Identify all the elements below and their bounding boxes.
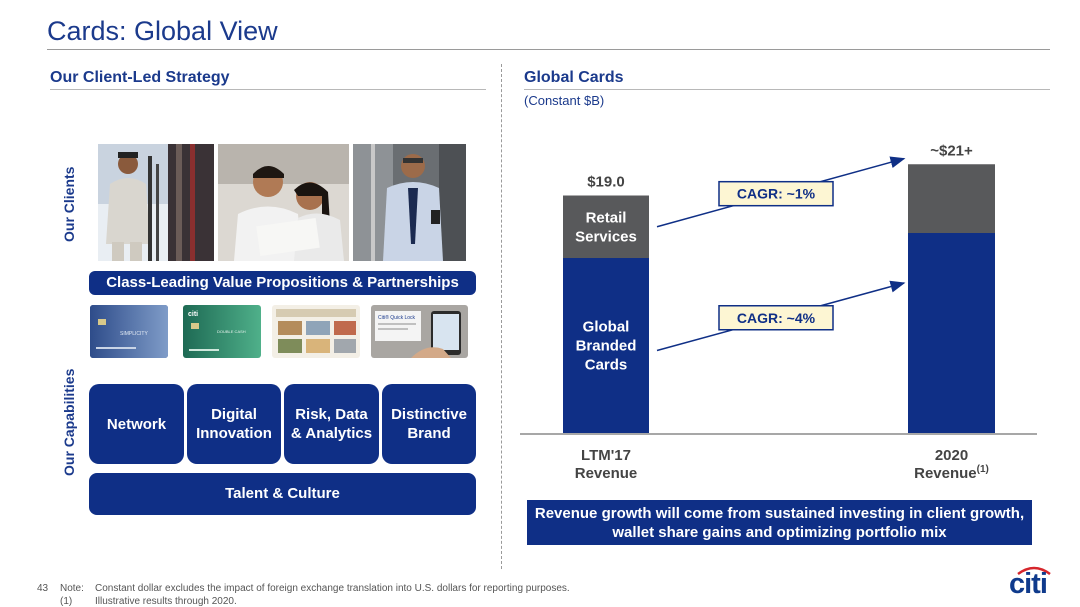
- section-divider: [501, 64, 502, 569]
- category-label-2-line-2: Revenue(1): [914, 464, 989, 482]
- footnote-text: Illustrative results through 2020.: [95, 596, 237, 607]
- series-label-retail-services-2: Services: [575, 228, 637, 245]
- title-rule: [47, 49, 1050, 50]
- global-cards-rule: [524, 89, 1050, 90]
- series-label-global-branded-cards-1: Global: [583, 319, 630, 336]
- capabilities-label: Our Capabilities: [61, 368, 77, 476]
- card-image-simplicity: SIMPLICITY: [90, 305, 168, 358]
- category-label-2-line-1: 2020: [935, 447, 968, 464]
- talent-culture-bar: Talent & Culture: [89, 473, 476, 515]
- note-text: Constant dollar excludes the impact of f…: [95, 583, 570, 594]
- card-image-double-cash: citi DOUBLE CASH: [183, 305, 261, 358]
- bar-1-global-branded-cards: [563, 258, 649, 433]
- strategy-heading: Our Client-Led Strategy: [50, 69, 230, 86]
- series-label-global-branded-cards-2: Branded: [576, 338, 637, 355]
- cagr-box-2: [718, 180, 834, 207]
- total-label-1: $19.0: [587, 174, 625, 191]
- client-photo-couple: [218, 144, 349, 261]
- capability-distinctive-brand: Distinctive Brand: [382, 384, 476, 464]
- cagr-label-1: CAGR: ~4%: [737, 310, 816, 326]
- series-label-global-branded-cards-3: Cards: [585, 357, 628, 374]
- capability-digital-innovation: Digital Innovation: [187, 384, 281, 464]
- global-cards-heading: Global Cards: [524, 69, 624, 86]
- bar-1-retail-services: [563, 195, 649, 258]
- series-label-retail-services-1: Retail: [586, 209, 627, 226]
- note-label: Note:: [60, 583, 84, 594]
- capability-risk-data-analytics: Risk, Data & Analytics: [284, 384, 379, 464]
- card2-product-text: DOUBLE CASH: [217, 329, 246, 334]
- total-label-2: ~$21+: [930, 142, 973, 159]
- citi-logo-arc: [1017, 566, 1051, 575]
- category-label-1-line-2: Revenue: [575, 465, 638, 482]
- clients-label: Our Clients: [61, 166, 77, 242]
- cagr-label-2: CAGR: ~1%: [737, 186, 816, 202]
- card1-brand-text: SIMPLICITY: [120, 331, 148, 337]
- client-photo-skier: [98, 144, 214, 261]
- strategy-rule: [50, 89, 486, 90]
- client-photo-commuter: [353, 144, 466, 261]
- category-label-1-line-1: LTM'17: [581, 447, 631, 464]
- page-title: Cards: Global View: [47, 16, 278, 46]
- footnote-label: (1): [60, 596, 73, 607]
- page-number: 43: [37, 583, 49, 594]
- cagr-box-1: [718, 305, 834, 331]
- value-propositions-banner: Class-Leading Value Propositions & Partn…: [89, 271, 476, 295]
- conclusion-box: Revenue growth will come from sustained …: [527, 500, 1032, 545]
- bar-2-global-branded-cards: [908, 233, 995, 433]
- units-subtitle: (Constant $B): [524, 93, 605, 108]
- card4-title-text: Citi® Quick Lock: [378, 314, 416, 321]
- card-image-digital: [272, 305, 360, 358]
- bar-2-retail-services: [908, 164, 995, 233]
- citi-logo: citi: [1009, 568, 1048, 600]
- card2-brand-text: citi: [188, 311, 198, 318]
- capability-network: Network: [89, 384, 184, 464]
- card-image-quick-lock: Citi® Quick Lock: [371, 305, 468, 358]
